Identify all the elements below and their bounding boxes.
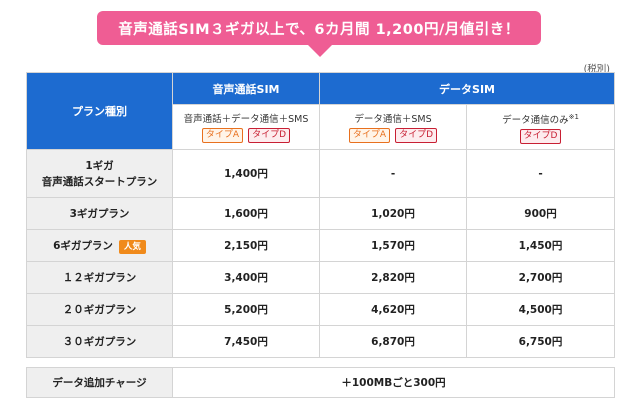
data-only-subheader: データ通信のみ※1 タイプD: [466, 104, 615, 150]
voice-price: 5,200円: [172, 293, 320, 326]
voice-price: 1,400円: [172, 149, 320, 198]
data-only-price: 2,700円: [466, 261, 615, 294]
data-only-price: 900円: [466, 197, 615, 230]
data-only-price: 4,500円: [466, 293, 615, 326]
type-a-tag: タイプA: [348, 127, 391, 143]
data-charge-value: ＋100MBごと300円: [172, 367, 615, 398]
promo-banner-text: 音声通話SIM３ギガ以上で、6カ月間 1,200円/月値引き！: [118, 21, 520, 38]
table-row: ３０ギガプラン 7,450円 6,870円 6,750円: [26, 325, 615, 358]
data-sms-price: 4,620円: [319, 293, 467, 326]
data-charge-table: データ追加チャージ ＋100MBごと300円: [26, 367, 615, 398]
table-row: ２０ギガプラン 5,200円 4,620円 4,500円: [26, 293, 615, 326]
plan-name-line2: 音声通話スタートプラン: [41, 175, 158, 188]
data-sms-desc: データ通信＋SMS: [354, 113, 432, 125]
promo-banner-arrow: [307, 44, 333, 57]
voice-sim-subheader: 音声通話＋データ通信＋SMS タイプA タイプD: [172, 104, 320, 150]
data-sms-subheader: データ通信＋SMS タイプA タイプD: [319, 104, 467, 150]
plan-name-text: 6ギガプラン: [53, 239, 113, 252]
data-only-price: 1,450円: [466, 229, 615, 262]
voice-sim-header: 音声通話SIM: [172, 72, 320, 105]
plan-type-header: プラン種別: [26, 72, 173, 150]
data-sms-price: 1,020円: [319, 197, 467, 230]
type-a-tag: タイプA: [201, 127, 244, 143]
table-row: 6ギガプラン 人気 2,150円 1,570円 1,450円: [26, 229, 615, 262]
voice-price: 2,150円: [172, 229, 320, 262]
data-only-price: 6,750円: [466, 325, 615, 358]
data-sms-price: 6,870円: [319, 325, 467, 358]
type-d-tag: タイプD: [519, 129, 562, 145]
table-row: 1ギガ 音声通話スタートプラン 1,400円 - -: [26, 149, 615, 198]
footnote-mark: ※1: [568, 112, 579, 121]
type-d-tag: タイプD: [248, 127, 291, 143]
plan-name: ３０ギガプラン: [26, 325, 173, 358]
plan-name: 1ギガ 音声通話スタートプラン: [26, 149, 173, 198]
pricing-table: プラン種別 音声通話SIM データSIM 音声通話＋データ通信＋SMS タイプA…: [26, 72, 615, 358]
promo-banner: 音声通話SIM３ギガ以上で、6カ月間 1,200円/月値引き！: [97, 11, 541, 45]
table-row: １２ギガプラン 3,400円 2,820円 2,700円: [26, 261, 615, 294]
voice-price: 7,450円: [172, 325, 320, 358]
data-only-desc: データ通信のみ: [502, 115, 569, 127]
type-d-tag: タイプD: [395, 127, 438, 143]
data-sms-price: 2,820円: [319, 261, 467, 294]
data-only-price: -: [466, 149, 615, 198]
table-row: 3ギガプラン 1,600円 1,020円 900円: [26, 197, 615, 230]
tax-note: (税別): [583, 64, 610, 75]
plan-name: 3ギガプラン: [26, 197, 173, 230]
data-sms-price: 1,570円: [319, 229, 467, 262]
data-sms-price: -: [319, 149, 467, 198]
voice-sim-desc: 音声通話＋データ通信＋SMS: [183, 113, 309, 125]
plan-name: １２ギガプラン: [26, 261, 173, 294]
voice-price: 3,400円: [172, 261, 320, 294]
plan-name: 6ギガプラン 人気: [26, 229, 173, 262]
plan-name-line1: 1ギガ: [85, 159, 114, 172]
data-charge-label: データ追加チャージ: [26, 367, 173, 398]
voice-price: 1,600円: [172, 197, 320, 230]
popular-badge: 人気: [118, 239, 146, 254]
plan-name: ２０ギガプラン: [26, 293, 173, 326]
data-sim-header: データSIM: [319, 72, 615, 105]
